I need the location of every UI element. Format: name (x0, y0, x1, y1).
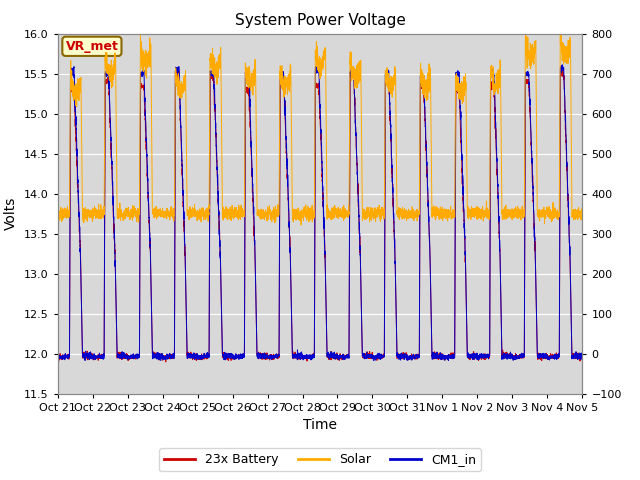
Legend: 23x Battery, Solar, CM1_in: 23x Battery, Solar, CM1_in (159, 448, 481, 471)
Text: VR_met: VR_met (65, 40, 118, 53)
X-axis label: Time: Time (303, 418, 337, 432)
Y-axis label: Volts: Volts (4, 197, 19, 230)
Title: System Power Voltage: System Power Voltage (235, 13, 405, 28)
